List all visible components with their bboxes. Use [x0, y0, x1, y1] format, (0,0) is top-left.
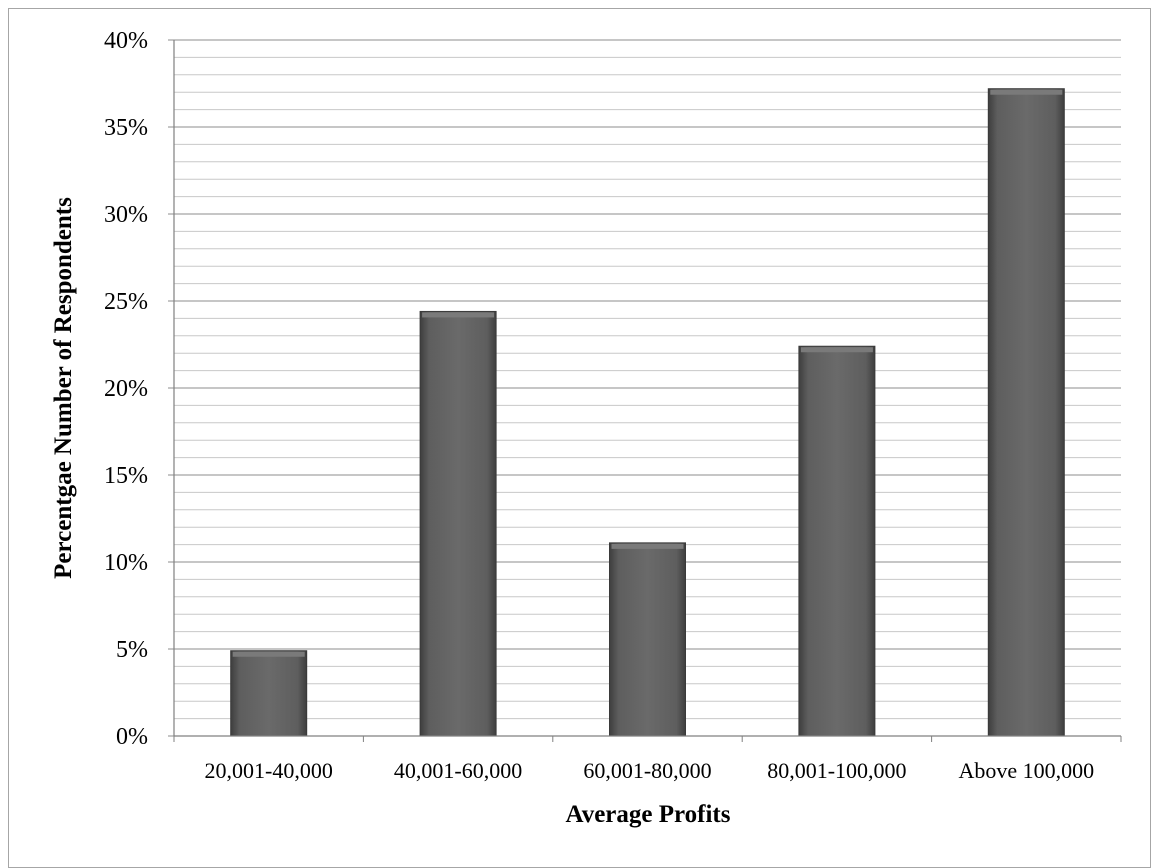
- y-tick-label: 25%: [104, 289, 148, 315]
- bar-bevel: [232, 651, 305, 657]
- y-tick-label: 30%: [104, 202, 148, 228]
- x-tick-label: 40,001-60,000: [394, 758, 522, 783]
- y-tick-label: 15%: [104, 463, 148, 489]
- y-tick-label: 10%: [104, 550, 148, 576]
- bar-3: [609, 542, 686, 737]
- y-tick-label: 0%: [116, 724, 148, 750]
- bar-1: [230, 650, 308, 737]
- axes: [173, 40, 1122, 742]
- bar-bevel: [422, 312, 495, 318]
- y-tick-label: 35%: [104, 115, 148, 141]
- x-axis-title: Average Profits: [566, 801, 731, 828]
- bar-5: [987, 88, 1065, 737]
- y-tick-labels: 0% 5% 10% 15% 20% 25% 30% 35% 40%: [104, 28, 148, 750]
- y-axis-title: Percentgae Number of Respondents: [50, 197, 77, 579]
- y-tick-label: 20%: [104, 376, 148, 402]
- y-tick-label: 5%: [116, 637, 148, 663]
- y-tick-label: 40%: [104, 28, 148, 54]
- bars: [230, 88, 1065, 737]
- x-tick-label: 80,001-100,000: [767, 758, 906, 783]
- x-tick-label: 60,001-80,000: [583, 758, 711, 783]
- bar-2: [419, 310, 497, 737]
- bar-4: [798, 345, 876, 737]
- chart-frame: [8, 8, 1151, 868]
- bar-bevel: [800, 347, 873, 353]
- x-tick-label: 20,001-40,000: [205, 758, 333, 783]
- x-tick-label: Above 100,000: [958, 758, 1094, 783]
- bar-bevel: [611, 543, 684, 549]
- x-tick-labels: 20,001-40,000 40,001-60,000 60,001-80,000 8…: [205, 758, 1095, 783]
- bar-bevel: [990, 89, 1063, 95]
